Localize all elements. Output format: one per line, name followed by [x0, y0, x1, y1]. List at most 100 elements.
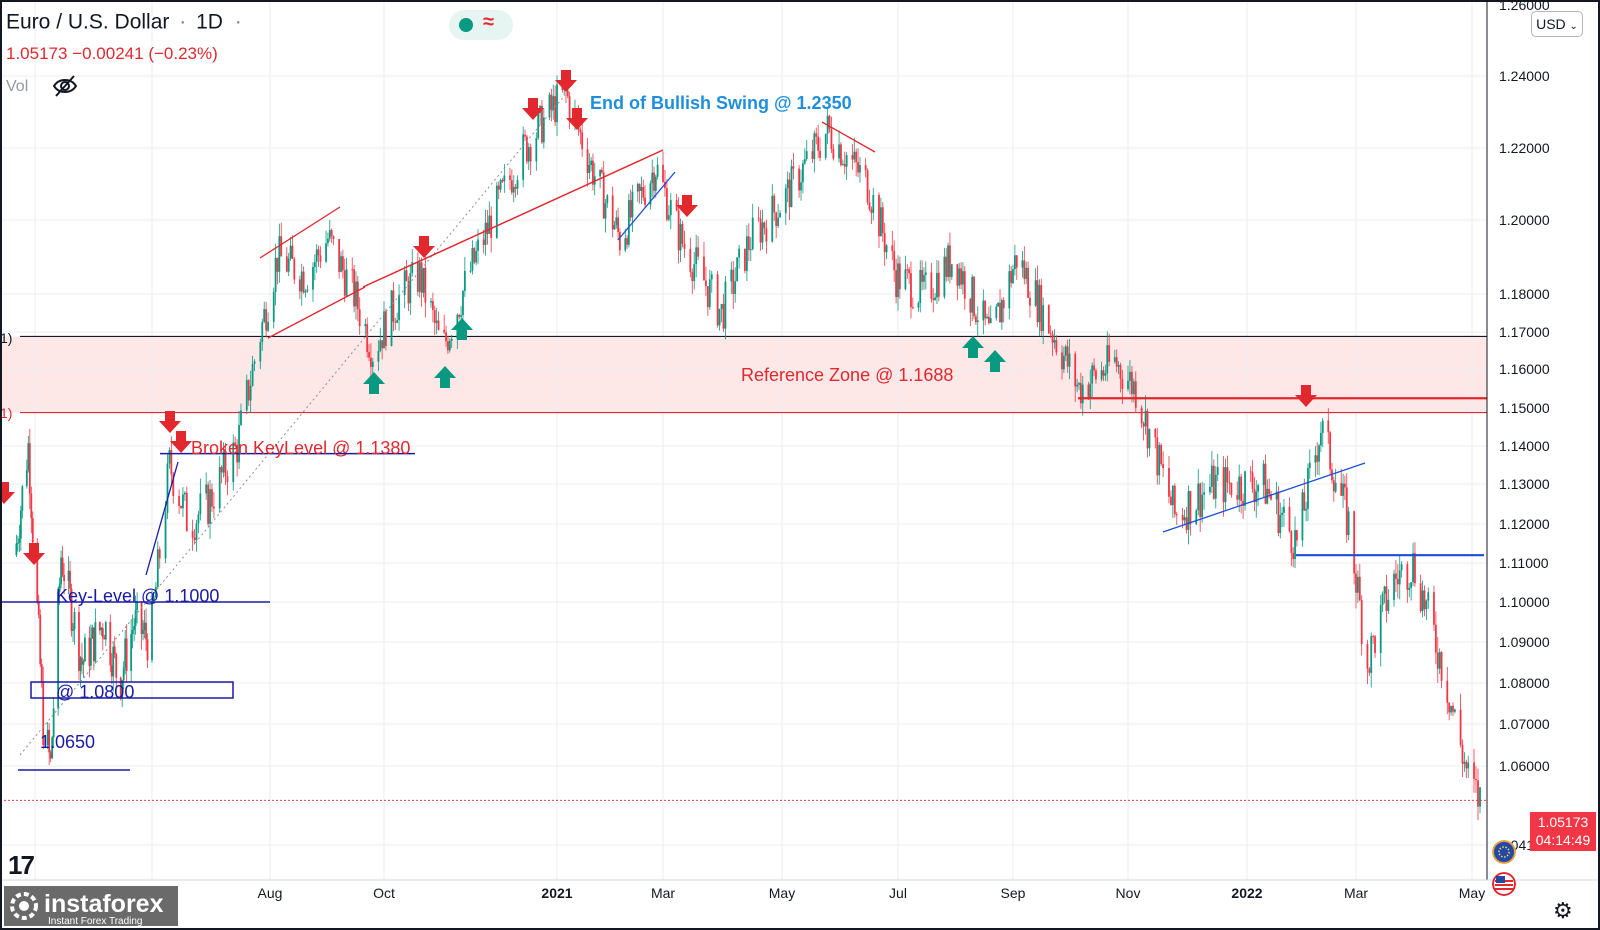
tradingview-logo-icon[interactable]: 17 — [8, 850, 35, 880]
x-tick-5: Jul — [889, 885, 907, 901]
candle-body-197 — [499, 180, 502, 190]
candle-body-139 — [345, 269, 348, 296]
indicator-dot-icon — [459, 18, 473, 32]
candle-body-488 — [1268, 488, 1271, 495]
settings-gear-icon[interactable]: ⚙ — [1553, 898, 1573, 923]
candle-body-124 — [306, 289, 309, 292]
y-tick-15: 1.07000 — [1499, 716, 1550, 732]
candle-body-208 — [527, 147, 530, 162]
candle-body-158 — [396, 320, 399, 323]
candle-body-306 — [786, 179, 789, 189]
candle-body-405 — [1047, 305, 1050, 334]
candle-body-286 — [732, 269, 735, 294]
candle-body-219 — [556, 84, 558, 123]
candle-body-245 — [624, 238, 627, 251]
candle-body-252 — [640, 187, 643, 191]
candle-body-98 — [238, 424, 240, 463]
candle-body-204 — [516, 179, 519, 189]
candle-body-275 — [703, 256, 705, 281]
candle-body-267 — [679, 224, 682, 251]
candle-body-80 — [191, 531, 194, 538]
candle-body-260 — [662, 164, 664, 182]
candle-body-113 — [278, 236, 281, 272]
symbol-name[interactable]: Euro / U.S. Dollar — [6, 10, 170, 34]
indicator-pill[interactable]: ≈ — [449, 10, 513, 40]
candle-body-4 — [21, 486, 24, 511]
candle-body-236 — [601, 169, 603, 173]
currency-selector[interactable]: USD ⌄ — [1531, 11, 1583, 37]
candle-body-480 — [1249, 471, 1252, 473]
y-tick-6: 1.16000 — [1499, 361, 1550, 377]
candle-body-341 — [879, 207, 882, 237]
candle-body-311 — [800, 182, 802, 191]
candle-body-19 — [52, 708, 55, 738]
candle-body-93 — [224, 451, 227, 477]
candle-body-105 — [259, 342, 262, 362]
candle-body-380 — [982, 300, 985, 321]
candle-body-140 — [351, 269, 354, 271]
candle-body-242 — [615, 217, 618, 226]
candle-body-247 — [627, 200, 630, 245]
candle-body-472 — [1226, 467, 1229, 483]
candle-body-263 — [667, 215, 670, 220]
candle-body-53 — [124, 638, 127, 668]
candle-body-337 — [868, 202, 871, 210]
interval-label[interactable]: 1D — [196, 10, 223, 34]
candle-body-414 — [1068, 353, 1071, 367]
candle-body-87 — [209, 489, 211, 524]
zone-top-label: 1) — [0, 330, 12, 346]
eye-hidden-icon[interactable] — [52, 74, 78, 98]
candle-body-515 — [1340, 482, 1343, 496]
candle-body-543 — [1412, 553, 1414, 583]
candle-body-81 — [193, 537, 196, 541]
candle-body-335 — [864, 165, 867, 170]
candle-body-32 — [81, 657, 83, 665]
symbol-header[interactable]: Euro / U.S. Dollar · 1D · — [6, 10, 242, 34]
candle-body-207 — [526, 136, 528, 162]
eu-flag-icon[interactable] — [1492, 840, 1516, 864]
candle-body-343 — [883, 233, 886, 253]
candle-body-189 — [477, 239, 479, 251]
candle-body-0 — [15, 543, 18, 556]
candle-body-396 — [1023, 260, 1026, 279]
candle-body-70 — [164, 512, 167, 559]
candle-body-505 — [1314, 455, 1317, 463]
us-flag-icon[interactable] — [1492, 872, 1516, 896]
candle-body-3 — [19, 510, 22, 539]
annotation-level-1080: @ 1.0800 — [56, 682, 134, 702]
candle-body-179 — [450, 338, 453, 341]
candle-body-16 — [48, 729, 51, 753]
candle-body-170 — [430, 301, 432, 303]
candle-body-56 — [131, 629, 134, 635]
candle-body-481 — [1251, 472, 1254, 489]
candle-body-290 — [744, 248, 746, 271]
x-tick-10: May — [1459, 885, 1485, 901]
candle-body-91 — [220, 466, 223, 473]
candle-body-564 — [1467, 762, 1470, 769]
buy-arrow-0 — [363, 372, 385, 394]
candle-body-250 — [636, 184, 639, 192]
candle-body-12 — [39, 614, 42, 665]
candle-body-253 — [642, 187, 645, 198]
candle-body-550 — [1433, 592, 1435, 625]
bar-countdown: 04:14:49 — [1535, 832, 1591, 848]
candle-body-411 — [1063, 355, 1065, 370]
candle-body-82 — [195, 523, 198, 541]
candle-body-27 — [70, 588, 73, 631]
candle-body-385 — [995, 306, 998, 319]
rising-trend-line — [362, 149, 664, 288]
candle-body-517 — [1344, 483, 1346, 488]
candle-body-551 — [1434, 624, 1437, 653]
candle-body-241 — [613, 225, 616, 230]
candle-body-31 — [79, 657, 82, 671]
candle-body-26 — [69, 570, 71, 589]
candle-body-76 — [180, 505, 182, 509]
candle-body-123 — [304, 291, 307, 293]
blue-trend-line — [1162, 462, 1366, 533]
candle-body-74 — [172, 474, 175, 496]
candle-body-216 — [550, 94, 553, 110]
candle-body-246 — [626, 238, 628, 245]
candle-body-77 — [182, 494, 184, 509]
candle-body-181 — [458, 314, 461, 317]
